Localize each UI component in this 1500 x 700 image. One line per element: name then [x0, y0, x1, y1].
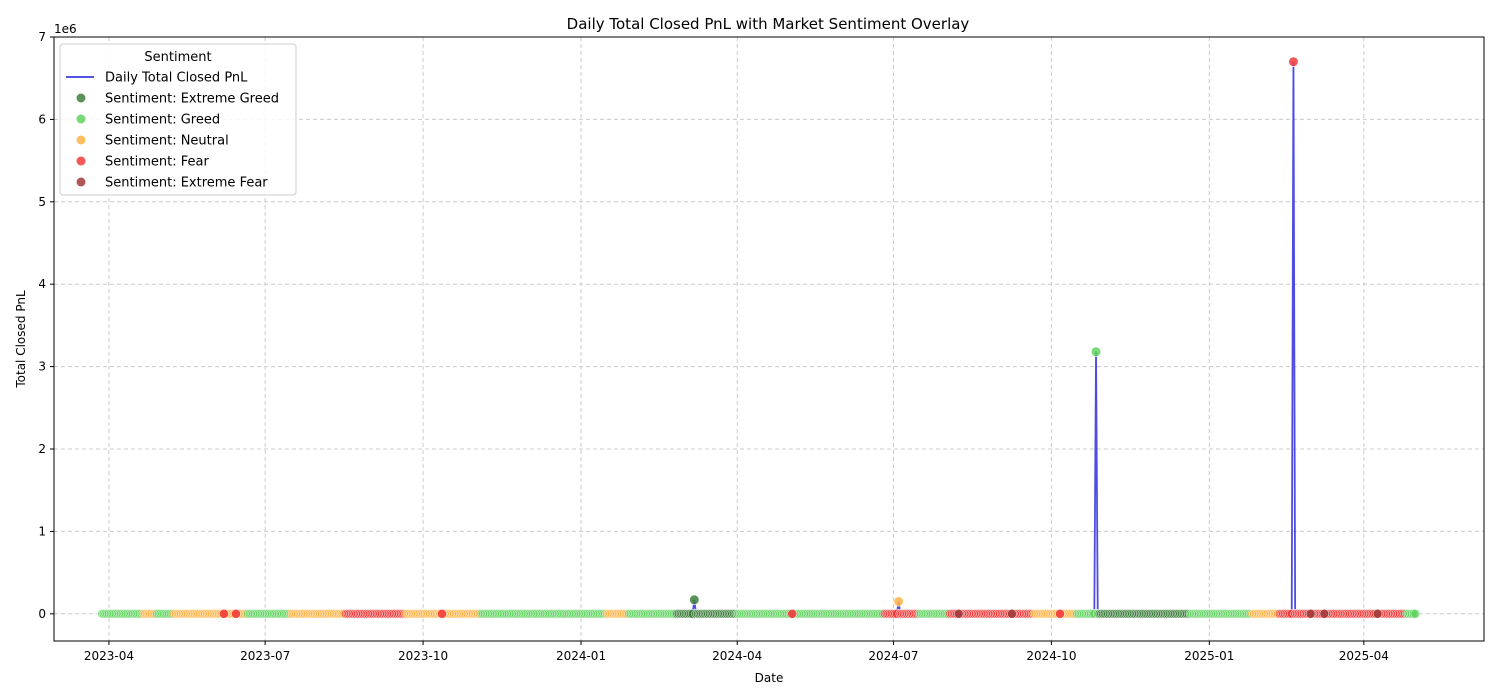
peak-marker [893, 596, 904, 607]
x-tick-label: 2024-01 [556, 649, 606, 663]
x-tick-label: 2024-07 [868, 649, 918, 663]
x-tick-label: 2023-04 [84, 649, 134, 663]
sentiment-marker [1055, 609, 1065, 619]
x-tick-label: 2023-10 [398, 649, 448, 663]
legend-marker-swatch [76, 93, 86, 103]
peak-marker [1090, 346, 1102, 357]
legend-marker-swatch [76, 135, 86, 145]
legend-entry-label: Sentiment: Neutral [105, 134, 229, 149]
sentiment-marker [1007, 609, 1017, 619]
x-axis-label: Date [755, 671, 784, 685]
sentiment-marker [437, 609, 447, 619]
chart-title: Daily Total Closed PnL with Market Senti… [567, 15, 970, 33]
legend-marker-swatch [76, 177, 86, 187]
ticks: 0 1 2 3 4 5 6 7 2023-04 2023-07 2023-10 2024-01 2024… [38, 30, 1389, 663]
legend: Sentiment Daily Total Closed PnL Sentimen… [59, 43, 297, 196]
sentiment-marker [1372, 609, 1383, 619]
sentiment-marker [231, 609, 241, 619]
sentiment-marker [219, 609, 229, 619]
legend-entries: Daily Total Closed PnL Sentiment: Extreme… [66, 71, 279, 191]
series-layer [97, 56, 1421, 619]
sentiment-marker [1305, 609, 1316, 619]
y-multiplier-label: 1e6 [54, 22, 77, 36]
peak-marker [1288, 56, 1299, 67]
sentiment-marker [1410, 609, 1421, 619]
grid [54, 36, 1484, 641]
x-tick-label: 2025-01 [1184, 649, 1234, 663]
y-tick-label: 4 [38, 277, 46, 291]
x-tick-label: 2024-10 [1026, 649, 1076, 663]
sentiment-marker [1319, 609, 1330, 619]
legend-entry-label: Sentiment: Greed [105, 113, 220, 128]
y-tick-label: 3 [38, 360, 46, 374]
peak-marker [689, 594, 700, 605]
y-tick-label: 1 [38, 524, 46, 538]
x-tick-label: 2023-07 [240, 649, 290, 663]
legend-box [59, 43, 297, 196]
legend-marker-swatch [76, 114, 86, 124]
y-tick-label: 7 [38, 30, 46, 44]
legend-entry-label: Sentiment: Extreme Fear [105, 176, 268, 191]
y-tick-label: 0 [38, 607, 46, 621]
sentiment-marker [953, 609, 964, 619]
y-axis-label: Total Closed PnL [14, 290, 28, 389]
y-tick-label: 2 [38, 442, 46, 456]
sentiment-marker [787, 609, 797, 619]
x-tick-label: 2025-04 [1339, 649, 1389, 663]
x-tick-label: 2024-04 [712, 649, 762, 663]
legend-title: Sentiment [144, 50, 211, 65]
y-tick-label: 6 [38, 112, 46, 126]
legend-marker-swatch [76, 156, 86, 166]
plot-frame [53, 36, 1485, 642]
legend-entry-label: Sentiment: Extreme Greed [105, 92, 279, 107]
legend-entry-label: Sentiment: Fear [105, 155, 209, 170]
y-tick-label: 5 [38, 195, 46, 209]
legend-entry-label: Daily Total Closed PnL [105, 71, 248, 86]
